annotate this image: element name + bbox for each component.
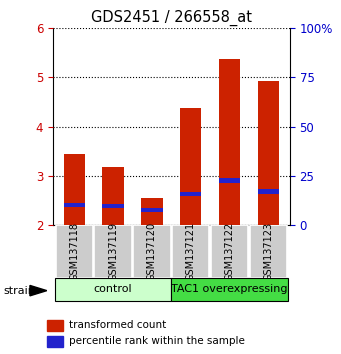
Text: percentile rank within the sample: percentile rank within the sample (69, 336, 244, 346)
Bar (94, 225, 132, 278)
Text: strain: strain (3, 286, 35, 296)
Bar (258, 189, 279, 194)
Bar (172, 225, 209, 278)
Bar (211, 225, 248, 278)
Text: control: control (94, 284, 132, 295)
Text: GSM137118: GSM137118 (69, 222, 79, 281)
Bar (55, 279, 171, 301)
Bar (141, 208, 163, 212)
Title: GDS2451 / 266558_at: GDS2451 / 266558_at (91, 9, 252, 25)
Bar (141, 198, 163, 225)
Text: GSM137123: GSM137123 (264, 222, 273, 281)
Bar (219, 178, 240, 183)
Bar (258, 81, 279, 225)
Text: GSM137120: GSM137120 (147, 222, 157, 281)
Bar (180, 108, 202, 225)
Text: GSM137121: GSM137121 (186, 222, 196, 281)
Bar (102, 167, 124, 225)
Bar (47, 336, 63, 347)
Bar (172, 279, 288, 301)
Text: transformed count: transformed count (69, 320, 166, 330)
Bar (56, 225, 93, 278)
Text: GSM137119: GSM137119 (108, 222, 118, 281)
Polygon shape (30, 285, 47, 296)
Bar (47, 320, 63, 331)
Bar (63, 203, 85, 207)
Text: GSM137122: GSM137122 (225, 222, 235, 281)
Bar (133, 225, 170, 278)
Bar (250, 225, 287, 278)
Text: TAC1 overexpressing: TAC1 overexpressing (172, 284, 288, 295)
Bar (180, 192, 202, 196)
Bar (63, 154, 85, 225)
Bar (102, 204, 124, 209)
Bar (219, 59, 240, 225)
